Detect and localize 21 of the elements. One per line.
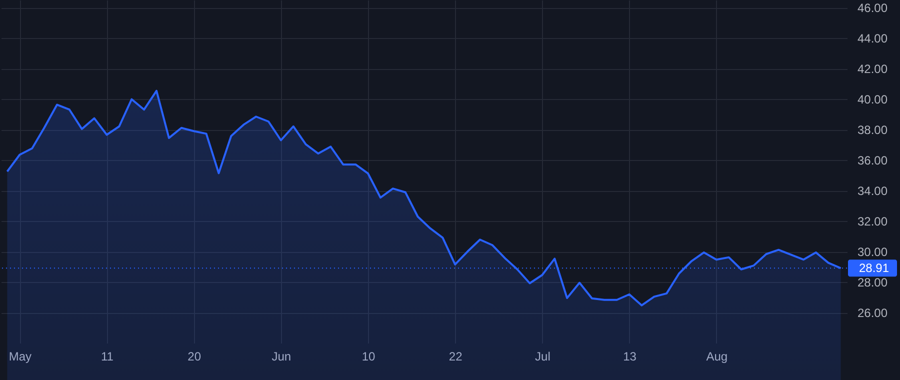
- y-tick-label: 42.00: [858, 62, 888, 76]
- y-tick-label: 32.00: [858, 214, 888, 229]
- y-tick-label: 40.00: [858, 92, 888, 107]
- x-tick-label: Jun: [272, 350, 292, 364]
- x-tick-label: May: [8, 350, 32, 364]
- x-tick-label: 13: [623, 350, 637, 364]
- y-tick-label: 46.00: [858, 1, 888, 16]
- x-tick-label: 22: [448, 350, 463, 364]
- x-tick-label: Aug: [706, 350, 728, 364]
- y-tick-label: 34.00: [858, 184, 888, 198]
- y-tick-label: 44.00: [858, 32, 888, 46]
- x-tick-label: 11: [101, 350, 114, 364]
- y-tick-label: 28.00: [858, 276, 888, 290]
- y-tick-label: 36.00: [858, 154, 888, 168]
- ref-line-label: 28.91: [859, 261, 890, 276]
- y-tick-label: 30.00: [858, 245, 888, 260]
- y-tick-label: 26.00: [858, 306, 888, 320]
- x-tick-label: 20: [188, 350, 202, 364]
- x-tick-label: Jul: [535, 350, 550, 364]
- y-tick-label: 38.00: [858, 123, 888, 138]
- x-tick-label: 10: [362, 350, 376, 364]
